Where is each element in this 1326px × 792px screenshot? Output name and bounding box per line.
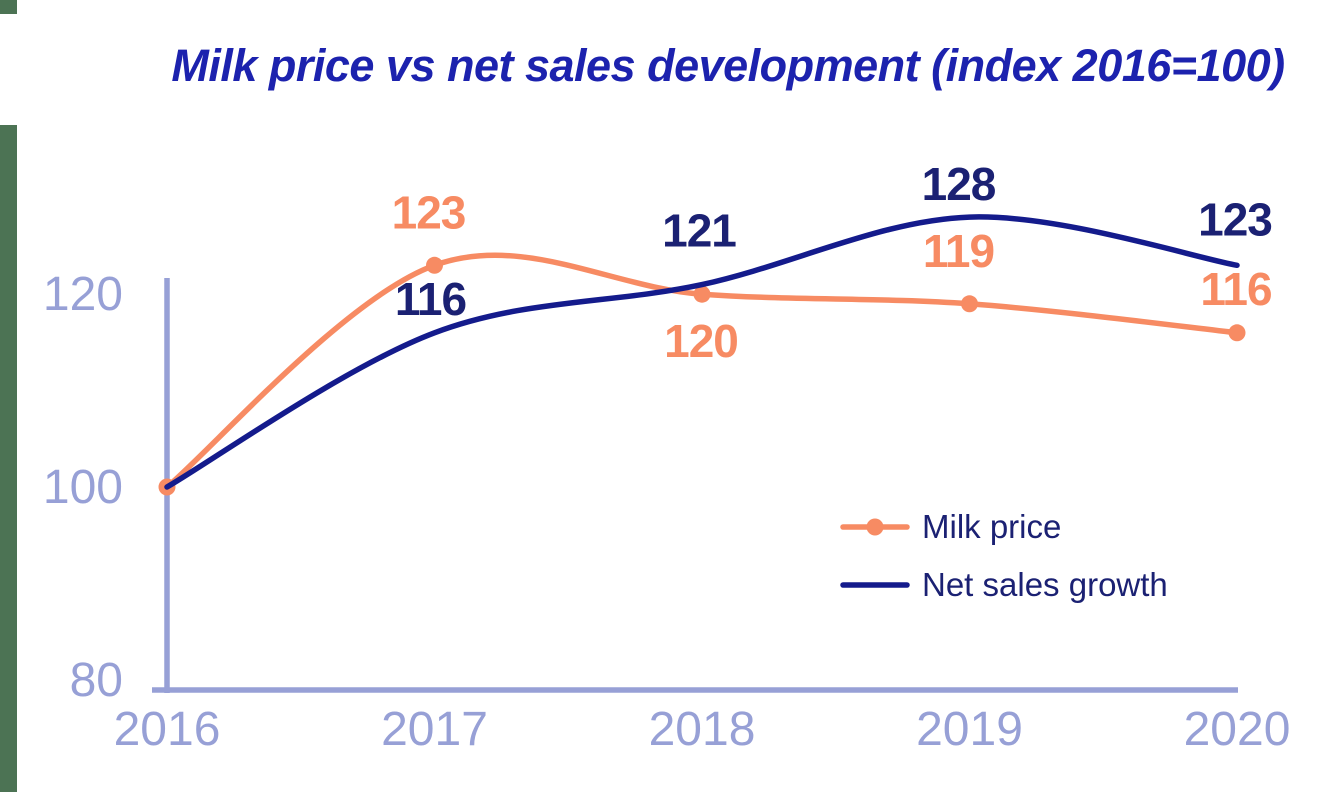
accent-bar bbox=[0, 125, 17, 792]
x-tick-label: 2017 bbox=[381, 703, 488, 756]
net-sales-growth-data-label: 116 bbox=[395, 273, 466, 325]
x-tick-label: 2019 bbox=[916, 703, 1023, 756]
milk-price-data-label: 123 bbox=[392, 186, 466, 238]
milk-price-data-label: 119 bbox=[923, 225, 994, 277]
milk-price-data-label: 120 bbox=[664, 315, 738, 367]
legend-label-net-sales-growth: Net sales growth bbox=[922, 566, 1168, 603]
x-tick-label: 2016 bbox=[114, 703, 221, 756]
legend-marker-milk-price bbox=[866, 518, 884, 536]
net-sales-growth-data-label: 128 bbox=[922, 158, 996, 210]
chart-title: Milk price vs net sales development (ind… bbox=[171, 40, 1285, 91]
y-tick-label: 120 bbox=[43, 268, 123, 321]
x-tick-label: 2018 bbox=[649, 703, 756, 756]
y-tick-label: 80 bbox=[70, 654, 123, 707]
net-sales-growth-data-label: 121 bbox=[662, 205, 736, 257]
milk-price-marker bbox=[426, 256, 443, 274]
milk-price-marker bbox=[961, 295, 978, 313]
net-sales-growth-line bbox=[164, 214, 1240, 490]
milk-price-data-label: 116 bbox=[1200, 263, 1271, 315]
legend-label-milk-price: Milk price bbox=[922, 508, 1061, 545]
accent-square bbox=[0, 0, 17, 14]
net-sales-growth-data-label: 123 bbox=[1198, 193, 1272, 245]
milk-price-marker bbox=[1228, 324, 1246, 342]
y-tick-label: 100 bbox=[43, 461, 123, 514]
x-tick-label: 2020 bbox=[1184, 703, 1291, 756]
milk-price-marker bbox=[693, 285, 711, 303]
